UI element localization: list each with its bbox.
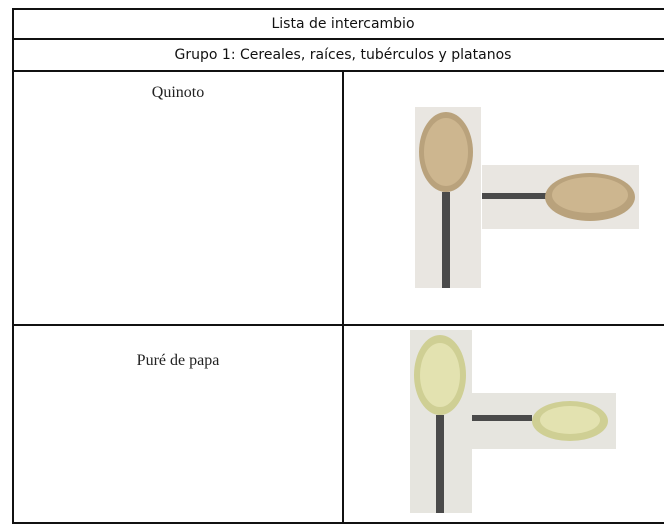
food-name: Quinoto — [151, 84, 205, 101]
spoon-photo — [482, 165, 639, 229]
spoon-photo — [415, 107, 481, 288]
table-subtitle: Grupo 1: Cereales, raíces, tubérculos y … — [174, 47, 512, 63]
table-title: Lista de intercambio — [271, 16, 415, 32]
spoon-photo — [472, 393, 616, 449]
subtitle-row: Grupo 1: Cereales, raíces, tubérculos y … — [12, 38, 664, 72]
name-cell — [12, 70, 344, 326]
spoon-photo — [410, 330, 472, 513]
food-name: Puré de papa — [136, 352, 220, 369]
title-row: Lista de intercambio — [12, 8, 664, 40]
